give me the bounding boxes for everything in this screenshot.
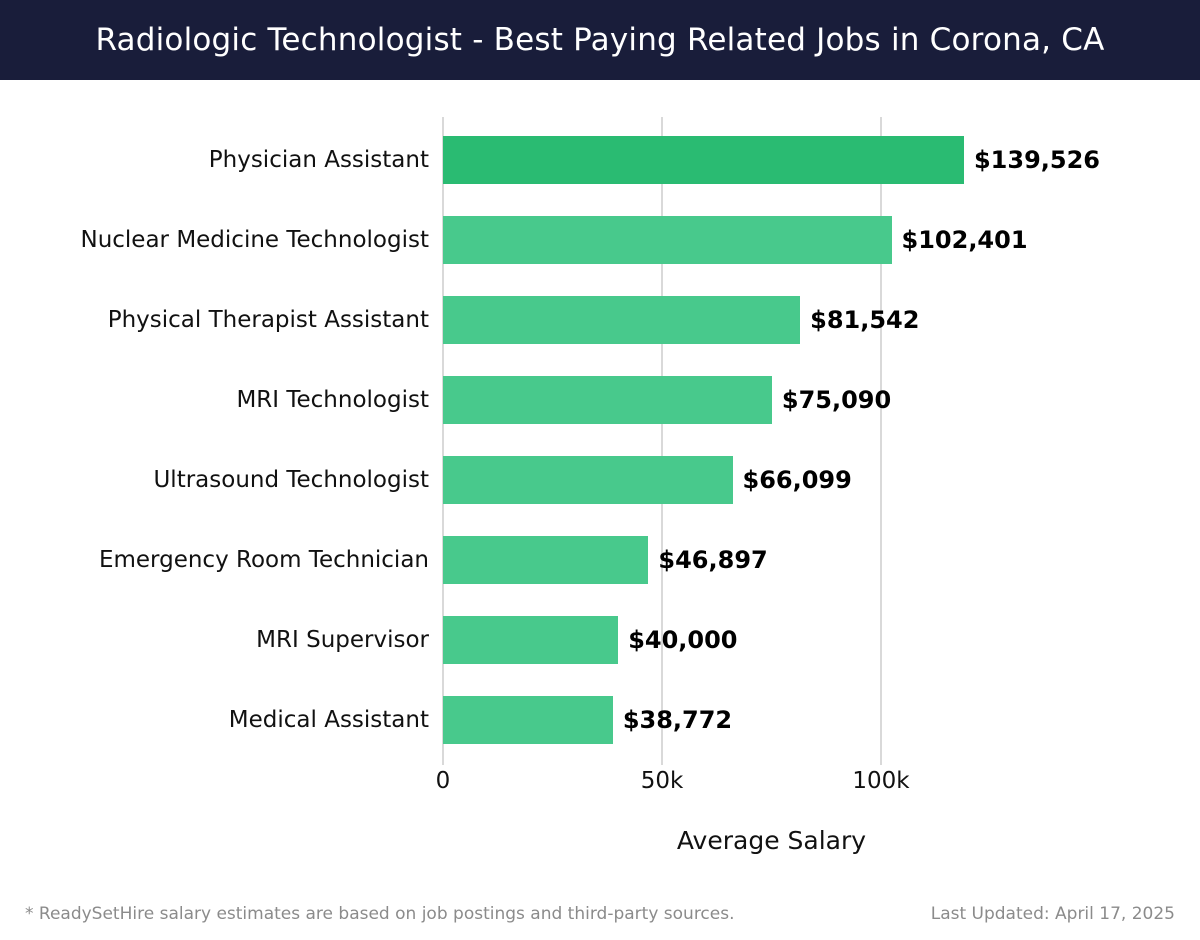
value-label: $38,772 xyxy=(622,706,733,734)
plot-area xyxy=(442,117,1100,765)
footnote: * ReadySetHire salary estimates are base… xyxy=(25,904,735,924)
value-label: $40,000 xyxy=(628,626,738,654)
value-label: $46,897 xyxy=(658,546,768,574)
title-bar: Radiologic Technologist - Best Paying Re… xyxy=(0,0,1200,80)
footer: * ReadySetHire salary estimates are base… xyxy=(25,904,1175,924)
value-label: $102,401 xyxy=(901,226,1028,254)
salary-bar xyxy=(443,216,892,264)
bar-row: Ultrasound Technologist $66,099 xyxy=(0,440,1100,520)
gridline xyxy=(442,117,444,765)
salary-bar xyxy=(443,136,964,184)
bar-row: Medical Assistant $38,772 xyxy=(0,680,1100,760)
salary-bar xyxy=(443,376,772,424)
x-tick-label: 0 xyxy=(435,768,451,794)
gridline xyxy=(661,117,663,765)
bar-row: Nuclear Medicine Technologist $102,401 xyxy=(0,200,1100,280)
bar-row: Emergency Room Technician $46,897 xyxy=(0,520,1100,600)
bar-track: $81,542 xyxy=(443,280,1100,360)
salary-bar xyxy=(443,296,801,344)
bar-track: $66,099 xyxy=(443,440,1100,520)
salary-bar xyxy=(443,456,733,504)
last-updated: Last Updated: April 17, 2025 xyxy=(930,904,1175,924)
bar-rows: Physician Assistant $139,526 Nuclear Medic… xyxy=(0,120,1100,760)
bar-row: MRI Technologist $75,090 xyxy=(0,360,1100,440)
value-label: $75,090 xyxy=(781,386,892,414)
bar-track: $46,897 xyxy=(443,520,1100,600)
bar-track: $40,000 xyxy=(443,600,1100,680)
bar-row: Physical Therapist Assistant $81,542 xyxy=(0,280,1100,360)
bar-row: MRI Supervisor $40,000 xyxy=(0,600,1100,680)
x-axis-ticks: 0 50k 100k xyxy=(436,768,1100,810)
category-label: MRI Technologist xyxy=(236,387,429,413)
category-label: Emergency Room Technician xyxy=(98,547,429,573)
bar-track: $102,401 xyxy=(443,200,1100,280)
value-label: $139,526 xyxy=(973,146,1100,174)
bar-track: $139,526 xyxy=(443,120,1100,200)
x-tick-label: 50k xyxy=(640,768,684,794)
x-tick-label: 100k xyxy=(852,768,910,794)
category-label: Physician Assistant xyxy=(208,147,429,173)
category-label: Physical Therapist Assistant xyxy=(107,307,429,333)
salary-bar xyxy=(443,536,649,584)
category-label: Medical Assistant xyxy=(228,707,429,733)
x-axis-label: Average Salary xyxy=(676,826,867,855)
category-label: MRI Supervisor xyxy=(256,627,429,653)
bar-track: $75,090 xyxy=(443,360,1100,440)
value-label: $81,542 xyxy=(810,306,920,334)
bar-track: $38,772 xyxy=(443,680,1100,760)
salary-bar xyxy=(443,616,619,664)
category-label: Ultrasound Technologist xyxy=(153,467,429,493)
gridline xyxy=(880,117,882,765)
bar-chart: Physician Assistant $139,526 Nuclear Medic… xyxy=(0,117,1100,855)
chart-title: Radiologic Technologist - Best Paying Re… xyxy=(95,22,1105,58)
category-label: Nuclear Medicine Technologist xyxy=(80,227,429,253)
bar-row: Physician Assistant $139,526 xyxy=(0,120,1100,200)
value-label: $66,099 xyxy=(742,466,852,494)
salary-bar xyxy=(443,696,613,744)
